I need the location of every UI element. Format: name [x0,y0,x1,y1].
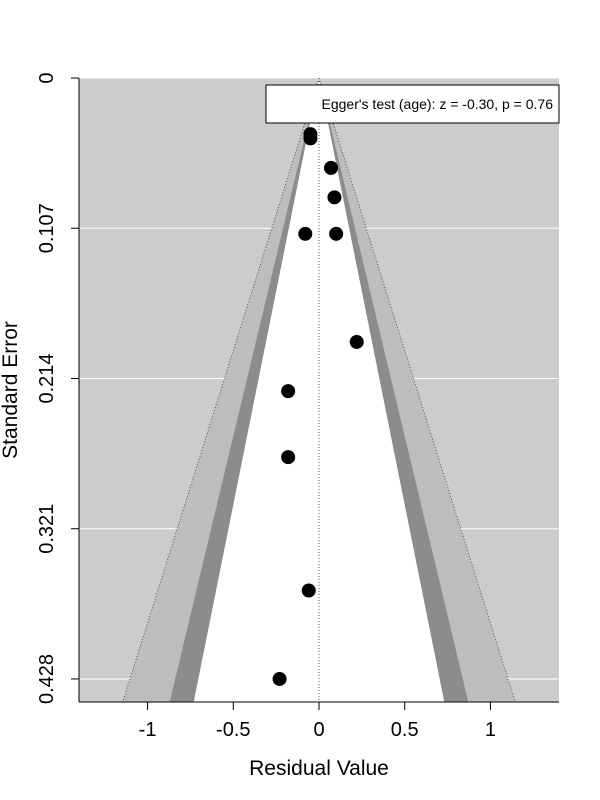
data-point [301,583,316,598]
x-tick-label: 0.5 [391,719,419,741]
y-tick-label: 0.107 [36,203,58,253]
y-axis-title: Standard Error [0,321,22,459]
data-points [272,127,364,686]
legend-box [265,84,560,124]
x-tick-label: -1 [139,719,157,741]
egger-test-label: Egger's test (age): z = -0.30, p = 0.76 [322,96,554,112]
y-tick-label: 0.428 [36,654,58,704]
x-axis-title: Residual Value [249,757,389,780]
data-point [324,160,338,175]
funnel-boundary-line [122,78,320,702]
data-point [329,226,344,241]
y-tick-label: 0 [36,72,58,83]
y-axis-ticks: 0 0.107 0.214 0.321 0.428 [36,72,79,704]
data-point [349,334,364,349]
x-tick-label: -0.5 [216,719,250,741]
funnel-boundary-line [318,78,516,702]
y-tick-label: 0.321 [36,504,58,554]
x-tick-label: 1 [485,719,496,741]
data-point [303,131,318,146]
y-tick-label: 0.214 [36,353,58,403]
data-point [281,450,296,465]
data-point [272,671,287,686]
data-point [281,384,296,399]
x-axis-ticks: -1 -0.5 0 0.5 1 [139,702,496,741]
data-point [298,226,313,241]
data-point [327,190,342,205]
x-tick-label: 0 [313,719,324,741]
egger-test-legend: Egger's test (age): z = -0.30, p = 0.76 [265,84,560,124]
